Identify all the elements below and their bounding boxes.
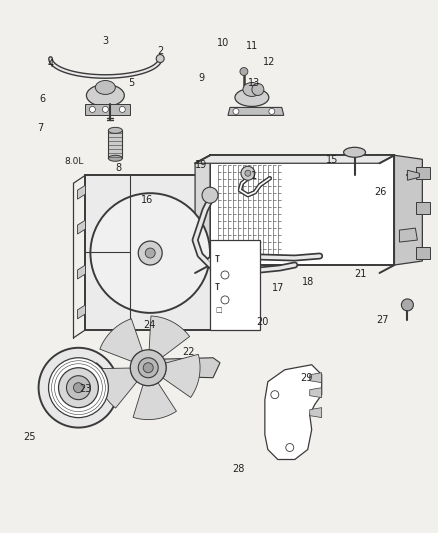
Circle shape <box>59 368 99 408</box>
Text: 8.0L: 8.0L <box>64 157 84 166</box>
Polygon shape <box>265 365 321 459</box>
Text: 19: 19 <box>195 160 208 171</box>
Text: 6: 6 <box>39 94 45 104</box>
Polygon shape <box>78 220 85 234</box>
Bar <box>417 247 430 259</box>
Polygon shape <box>163 354 200 398</box>
Text: T: T <box>215 255 220 264</box>
Circle shape <box>156 54 164 62</box>
Ellipse shape <box>86 84 124 107</box>
Circle shape <box>286 443 294 451</box>
Text: 13: 13 <box>248 78 260 88</box>
Circle shape <box>221 271 229 279</box>
Circle shape <box>67 376 90 400</box>
Circle shape <box>89 107 95 112</box>
Text: 24: 24 <box>143 320 155 330</box>
Text: 4: 4 <box>48 60 54 69</box>
Circle shape <box>74 383 83 393</box>
Text: 10: 10 <box>217 38 230 48</box>
Circle shape <box>401 299 413 311</box>
Circle shape <box>102 107 108 112</box>
Circle shape <box>245 170 251 176</box>
Circle shape <box>269 108 275 115</box>
Circle shape <box>145 248 155 258</box>
Polygon shape <box>195 155 395 163</box>
Polygon shape <box>78 265 85 279</box>
Polygon shape <box>78 305 85 319</box>
Text: 3: 3 <box>102 36 109 45</box>
Polygon shape <box>310 373 321 383</box>
Bar <box>417 202 430 214</box>
Polygon shape <box>100 319 142 361</box>
Ellipse shape <box>108 155 122 161</box>
Ellipse shape <box>95 80 115 94</box>
Ellipse shape <box>343 147 366 157</box>
Circle shape <box>240 68 248 76</box>
Polygon shape <box>310 387 321 398</box>
Text: 2: 2 <box>157 46 163 56</box>
Circle shape <box>119 107 125 112</box>
Ellipse shape <box>235 88 269 107</box>
Polygon shape <box>85 104 130 116</box>
Circle shape <box>138 358 158 378</box>
Circle shape <box>138 241 162 265</box>
Circle shape <box>233 108 239 115</box>
Text: 28: 28 <box>233 464 245 473</box>
Ellipse shape <box>243 83 261 96</box>
Text: □: □ <box>215 307 222 313</box>
Text: T: T <box>215 283 220 292</box>
Text: 8: 8 <box>116 163 122 173</box>
Bar <box>210 240 260 330</box>
Text: 17: 17 <box>272 283 284 293</box>
Circle shape <box>143 363 153 373</box>
Polygon shape <box>85 175 215 330</box>
Text: 25: 25 <box>23 432 35 442</box>
Text: 12: 12 <box>263 57 276 67</box>
Text: 16: 16 <box>141 195 153 205</box>
Polygon shape <box>138 358 220 378</box>
Circle shape <box>130 350 166 386</box>
Bar <box>417 167 430 179</box>
Polygon shape <box>96 368 137 408</box>
Text: 18: 18 <box>302 278 314 287</box>
Text: 11: 11 <box>246 41 258 51</box>
Text: 20: 20 <box>257 317 269 327</box>
Text: 22: 22 <box>182 346 194 357</box>
Circle shape <box>90 193 210 313</box>
Polygon shape <box>407 170 419 180</box>
Text: 1: 1 <box>251 171 257 181</box>
Text: 27: 27 <box>377 314 389 325</box>
Polygon shape <box>78 185 85 199</box>
Polygon shape <box>133 383 177 419</box>
Polygon shape <box>228 108 284 116</box>
Circle shape <box>202 187 218 203</box>
Text: 9: 9 <box>198 73 205 83</box>
Text: 7: 7 <box>37 123 43 133</box>
Text: 5: 5 <box>128 78 135 88</box>
Text: 15: 15 <box>326 155 339 165</box>
Circle shape <box>241 166 255 180</box>
Text: 29: 29 <box>300 373 312 383</box>
Circle shape <box>39 348 118 427</box>
Polygon shape <box>195 155 210 273</box>
Polygon shape <box>395 155 422 265</box>
Polygon shape <box>399 228 417 242</box>
Circle shape <box>49 358 108 417</box>
Text: 21: 21 <box>355 270 367 279</box>
Polygon shape <box>310 408 321 417</box>
Bar <box>108 131 122 158</box>
Circle shape <box>252 84 264 95</box>
Ellipse shape <box>108 127 122 133</box>
Circle shape <box>221 296 229 304</box>
Circle shape <box>271 391 279 399</box>
Bar <box>210 155 395 265</box>
Text: 23: 23 <box>80 384 92 394</box>
Polygon shape <box>149 316 190 357</box>
Text: 26: 26 <box>374 187 387 197</box>
